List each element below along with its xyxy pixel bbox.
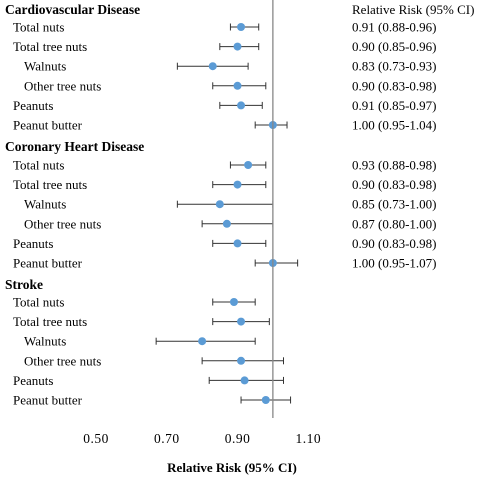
row-label: Total tree nuts [13, 314, 87, 329]
plot-rows: Cardiovascular Disease Total nuts 0.91 (0.… [5, 2, 437, 408]
ci-text: 1.00 (0.95-1.04) [352, 118, 437, 133]
ci-text: 0.90 (0.83-0.98) [352, 78, 437, 93]
ci-text: 0.87 (0.80-1.00) [352, 216, 437, 231]
estimate-point [233, 239, 242, 248]
x-tick-label: 0.90 [225, 431, 251, 446]
row-label: Peanut butter [13, 256, 83, 271]
ci-text: 0.90 (0.83-0.98) [352, 236, 437, 251]
estimate-point [261, 396, 270, 404]
ci-text: 0.91 (0.88-0.96) [352, 20, 437, 35]
x-axis-label: Relative Risk (95% CI) [167, 460, 297, 475]
row-label: Total nuts [13, 295, 64, 310]
row-label: Total tree nuts [13, 177, 87, 192]
estimate-point [233, 81, 242, 90]
x-axis-ticks: 0.50 0.70 0.90 1.10 [83, 431, 321, 446]
x-tick-label: 0.50 [83, 431, 109, 446]
estimate-point [198, 337, 207, 346]
estimate-point [222, 219, 231, 228]
row-label: Total nuts [13, 158, 64, 173]
estimate-point [240, 376, 249, 385]
estimate-point [233, 180, 242, 189]
ci-text: 0.90 (0.83-0.98) [352, 177, 437, 192]
row-label: Walnuts [24, 197, 66, 212]
row-label: Peanut butter [13, 118, 83, 133]
row-label: Peanuts [13, 98, 53, 113]
estimate-point [215, 200, 224, 209]
row-label: Peanuts [13, 236, 53, 251]
row-label: Walnuts [24, 334, 66, 349]
estimate-point [237, 356, 246, 365]
estimate-point [233, 42, 242, 51]
estimate-point [237, 101, 246, 110]
x-tick-label: 1.10 [295, 431, 321, 446]
x-tick-label: 0.70 [154, 431, 180, 446]
estimate-point [237, 23, 246, 31]
estimate-point [229, 298, 238, 306]
row-label: Walnuts [24, 59, 66, 74]
row-label: Total nuts [13, 20, 64, 35]
ci-text: 0.83 (0.73-0.93) [352, 59, 437, 74]
estimate-point [208, 62, 217, 71]
ci-text: 0.85 (0.73-1.00) [352, 197, 437, 212]
section-title: Stroke [5, 277, 43, 292]
section-title: Coronary Heart Disease [5, 139, 144, 154]
row-label: Other tree nuts [24, 353, 101, 368]
row-label: Other tree nuts [24, 216, 101, 231]
row-label: Total tree nuts [13, 39, 87, 54]
ci-text: 0.90 (0.85-0.96) [352, 39, 437, 54]
ci-column-header: Relative Risk (95% CI) [352, 2, 474, 17]
ci-text: 0.91 (0.85-0.97) [352, 98, 437, 113]
estimate-point [237, 317, 246, 326]
row-label: Other tree nuts [24, 78, 101, 93]
ci-text: 1.00 (0.95-1.07) [352, 256, 437, 271]
ci-text: 0.93 (0.88-0.98) [352, 158, 437, 173]
section-title: Cardiovascular Disease [5, 2, 140, 17]
row-label: Peanut butter [13, 393, 83, 408]
row-label: Peanuts [13, 373, 53, 388]
estimate-point [244, 161, 253, 169]
